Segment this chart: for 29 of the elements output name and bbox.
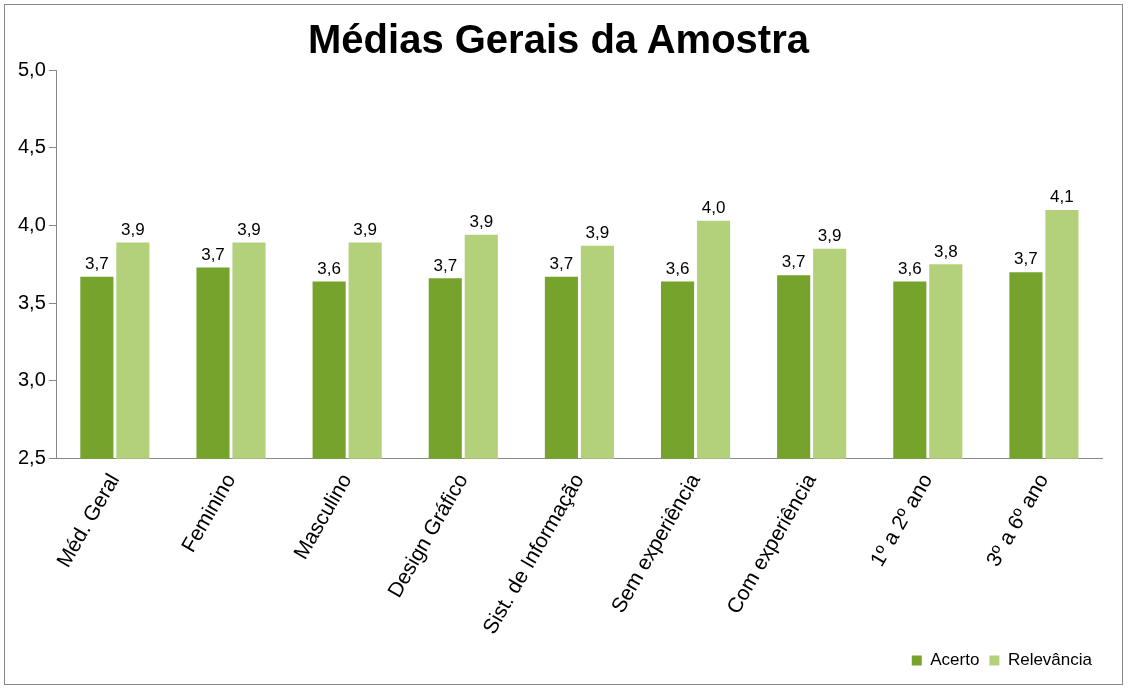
data-label: 4,1 — [1050, 187, 1074, 207]
data-label: 3,9 — [237, 219, 261, 239]
data-label: 3,7 — [549, 253, 574, 273]
data-label: 3,8 — [933, 241, 958, 261]
chart-title: Médias Gerais da Amostra — [308, 17, 810, 62]
data-label: 3,9 — [817, 226, 842, 245]
data-label: 3,6 — [317, 258, 341, 278]
y-tick-label: 4,5 — [17, 135, 46, 158]
data-label: 3,6 — [665, 258, 690, 278]
data-label: 3,9 — [585, 222, 610, 242]
data-label: 3,6 — [897, 258, 922, 278]
y-tick-label: 2,5 — [17, 446, 46, 469]
y-tick-label: 3,0 — [17, 368, 46, 391]
data-label: 4,0 — [701, 198, 726, 218]
data-label: 3,7 — [201, 244, 225, 264]
data-label: 3,7 — [433, 255, 458, 275]
data-label: 3,7 — [1014, 249, 1038, 269]
y-tick-label: 3,5 — [17, 290, 46, 313]
y-tick-label: 4,0 — [17, 213, 46, 235]
legend-label: Acerto — [930, 650, 980, 670]
data-label: 3,9 — [353, 219, 377, 239]
legend-label: Relevância — [1007, 650, 1093, 670]
x-tick-label: 1º a 2º ano — [864, 469, 937, 570]
data-label: 3,9 — [469, 212, 494, 231]
y-tick-label: 5,0 — [17, 57, 46, 80]
data-label: 3,7 — [85, 253, 109, 273]
data-label: 3,7 — [781, 252, 806, 272]
x-tick-label: 3º a 6º ano — [981, 469, 1053, 570]
data-label: 3,9 — [121, 219, 145, 239]
